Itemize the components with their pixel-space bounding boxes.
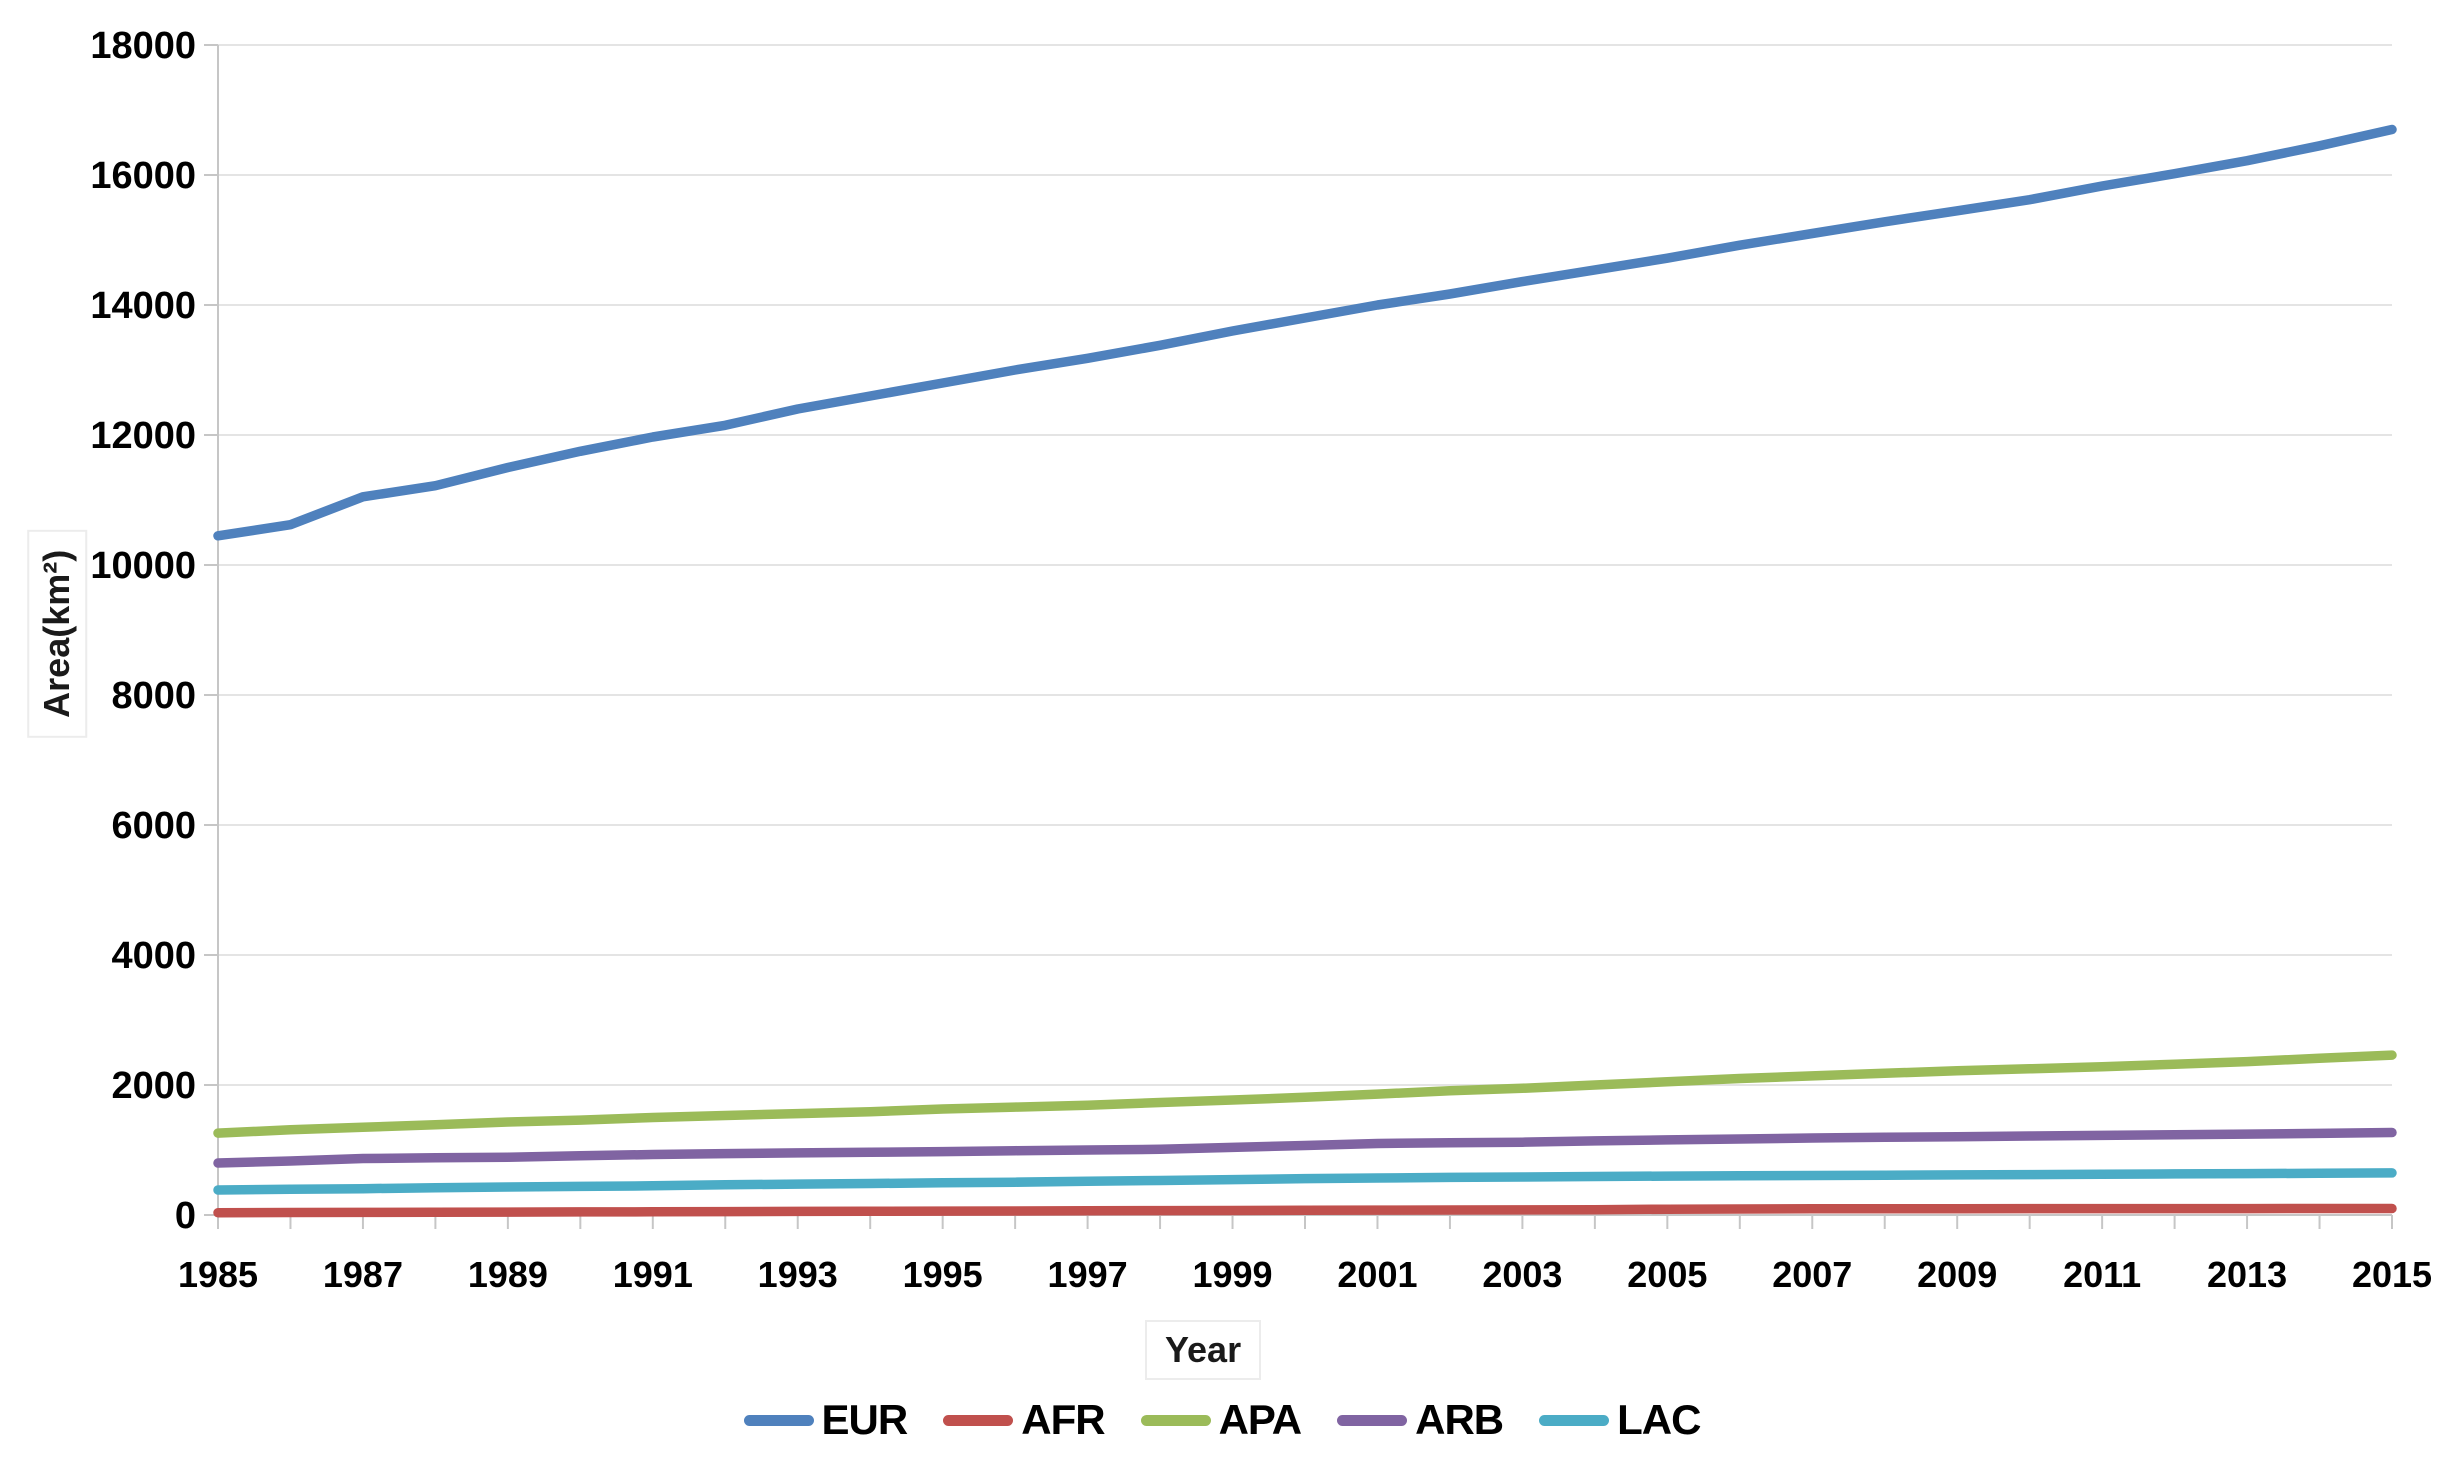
y-tick-label-12000: 12000	[90, 415, 196, 457]
series-line-EUR	[213, 124, 2397, 541]
legend-swatch-AFR	[943, 1414, 1014, 1426]
y-tick-label-10000: 10000	[90, 545, 196, 587]
x-tick-label-1985: 1985	[178, 1254, 258, 1295]
legend-item-APA: APA	[1140, 1396, 1303, 1444]
x-axis-title: Year	[1145, 1320, 1262, 1380]
x-tick-label-1991: 1991	[613, 1254, 693, 1295]
series-line-AFR	[213, 1203, 2397, 1218]
y-tick-label-14000: 14000	[90, 285, 196, 327]
legend-label-APA: APA	[1218, 1396, 1303, 1443]
x-tick-label-2007: 2007	[1772, 1254, 1852, 1295]
legend-swatch-LAC	[1539, 1414, 1610, 1426]
legend-item-AFR: AFR	[943, 1396, 1106, 1444]
y-tick-label-6000: 6000	[111, 805, 196, 847]
x-tick-label-2015: 2015	[2352, 1254, 2432, 1295]
legend-swatch-EUR	[743, 1414, 814, 1426]
x-tick-label-2005: 2005	[1627, 1254, 1707, 1295]
x-tick-label-2003: 2003	[1482, 1254, 1562, 1295]
legend-label-AFR: AFR	[1021, 1396, 1105, 1443]
x-tick-label-2011: 2011	[2063, 1254, 2141, 1295]
series-line-APA	[213, 1050, 2397, 1138]
x-tick-label-2013: 2013	[2207, 1254, 2287, 1295]
x-tick-label-1999: 1999	[1192, 1254, 1272, 1295]
x-tick-label-1987: 1987	[323, 1254, 403, 1295]
legend-label-LAC: LAC	[1617, 1396, 1701, 1443]
y-tick-label-2000: 2000	[111, 1065, 196, 1107]
x-tick-label-1993: 1993	[758, 1254, 838, 1295]
y-tick-label-0: 0	[175, 1195, 196, 1237]
series-line-LAC	[213, 1168, 2397, 1195]
x-tick-label-1997: 1997	[1048, 1254, 1128, 1295]
legend: EUR AFR APA ARB LAC	[0, 1390, 2444, 1450]
legend-label-ARB: ARB	[1415, 1396, 1504, 1443]
legend-swatch-APA	[1140, 1414, 1211, 1426]
legend-item-EUR: EUR	[743, 1396, 909, 1444]
x-tick-label-2009: 2009	[1917, 1254, 1997, 1295]
x-tick-label-2001: 2001	[1337, 1254, 1417, 1295]
legend-item-LAC: LAC	[1539, 1396, 1701, 1444]
y-axis-title: Area(km²)	[27, 529, 87, 738]
y-tick-label-8000: 8000	[111, 675, 196, 717]
legend-label-EUR: EUR	[821, 1396, 909, 1443]
y-tick-label-16000: 16000	[90, 155, 196, 197]
legend-swatch-ARB	[1337, 1414, 1408, 1426]
series-line-ARB	[213, 1127, 2397, 1168]
legend-item-ARB: ARB	[1337, 1396, 1504, 1444]
x-tick-label-1989: 1989	[468, 1254, 548, 1295]
x-tick-label-1995: 1995	[903, 1254, 983, 1295]
y-tick-label-18000: 18000	[90, 25, 196, 67]
y-tick-label-4000: 4000	[111, 935, 196, 977]
